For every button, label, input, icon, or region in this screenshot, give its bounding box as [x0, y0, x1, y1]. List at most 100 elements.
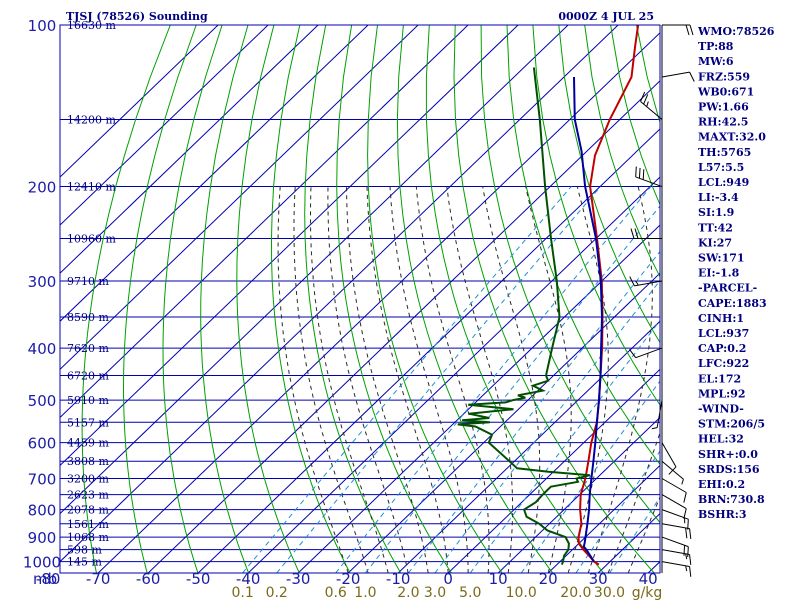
dry-adiabat-220 [162, 25, 223, 573]
mixing-ratio-0.6 [335, 186, 652, 573]
wind-barb-flag [635, 166, 637, 177]
index-item: EI:-1.8 [698, 267, 740, 280]
index-item: LI:-3.4 [698, 191, 739, 204]
height-label: 1068 m [67, 531, 109, 544]
wind-barb-staff [661, 442, 677, 468]
wind-barb-flag [630, 228, 635, 239]
height-label: 14200 m [67, 113, 116, 126]
wind-barb-flag [689, 554, 692, 565]
grid [60, 25, 800, 573]
isotherm-10 [497, 416, 660, 573]
index-item: -WIND- [698, 403, 744, 416]
mixing-ratio-label: 1.0 [354, 585, 376, 600]
wind-barb-flag [689, 528, 692, 540]
height-label: 10960 m [67, 233, 116, 246]
temperature-label: -20 [336, 570, 361, 588]
wind-barb [662, 24, 694, 36]
dry-adiabat-350 [558, 25, 660, 344]
wind-barb [629, 347, 663, 359]
wind-barb-flag [643, 94, 649, 105]
index-item: WB0:671 [697, 85, 754, 98]
mixing-ratio-label: 5.0 [459, 585, 481, 600]
moist-adiabat-0 [366, 186, 449, 573]
temperature-label: -70 [86, 570, 111, 588]
wind-barb-flag [687, 519, 689, 530]
isotherm--120 [60, 25, 419, 371]
wind-barb [661, 536, 689, 558]
wind-barb-flag [689, 71, 695, 82]
temperature-label: -30 [286, 570, 311, 588]
pressure-unit-label: mb [33, 570, 57, 588]
wind-barb-flag [689, 24, 694, 36]
plot-frame [59, 24, 661, 574]
wind-barb-staff [661, 71, 690, 78]
dry-adiabat-430 [766, 25, 800, 573]
isotherm--140 [60, 25, 319, 274]
wind-barb-flag [668, 466, 677, 475]
mixing-ratio-label: 0.6 [325, 585, 347, 600]
index-item: SW:171 [698, 252, 745, 265]
wind-barb-half-flag [635, 280, 639, 286]
index-item: MPL:92 [698, 387, 746, 400]
mixing-ratio-label: 20.0 [560, 585, 591, 600]
wind-barb-flag [687, 546, 689, 558]
dry-adiabat-250 [270, 25, 351, 573]
height-label: 3200 m [67, 473, 109, 486]
dry-adiabat-210 [122, 25, 197, 573]
height-label: 5157 m [67, 416, 109, 429]
index-item: CINH:1 [698, 312, 744, 325]
mixing-ratio-0.1 [242, 186, 572, 573]
mixing-ratio-label: 3.0 [424, 585, 446, 600]
index-item: SRDS:156 [698, 463, 760, 476]
wind-barb-staff [661, 549, 690, 556]
wind-barb [661, 478, 687, 503]
moist-adiabat--20 [277, 186, 349, 573]
isotherm--100 [60, 25, 519, 467]
height-label: 4459 m [67, 437, 109, 450]
height-label: 3808 m [67, 455, 109, 468]
sounding-traces [457, 25, 640, 566]
wind-barb-flag [629, 276, 635, 287]
index-item: EL:172 [698, 372, 741, 385]
height-labels: 16630 m 14200 m 12410 m 10960 m 9710 m 8590 m… [67, 19, 116, 569]
wind-profile [629, 24, 695, 577]
height-label: 145 m [67, 556, 102, 569]
wind-barb [635, 166, 663, 188]
wind-barb-staff [661, 478, 687, 493]
pressure-label-700: 700 [28, 471, 57, 489]
wind-barb-flag [683, 492, 687, 503]
temperature-label: -80 [36, 570, 61, 588]
index-item: STM:206/5 [698, 418, 765, 431]
height-label: 9710 m [67, 275, 109, 288]
moist-adiabat-20 [525, 186, 572, 573]
dry-adiabat-200 [81, 25, 171, 573]
station-title: TJSJ (78526) Sounding [66, 10, 208, 23]
mixing-ratio-10 [520, 380, 660, 573]
dry-adiabat-300 [425, 25, 604, 573]
index-item: PW:1.66 [698, 101, 749, 114]
mixing-ratio-label: 10.0 [506, 585, 537, 600]
wind-barb-staff [661, 536, 689, 548]
index-item: L57:5.5 [698, 161, 744, 174]
isotherm--90 [60, 25, 569, 515]
wind-barb-staff [635, 347, 663, 359]
wind-barb-flag [683, 545, 686, 556]
temperature-label: 0 [443, 570, 453, 588]
wind-barb-staff [634, 280, 663, 287]
wind-barb [661, 509, 689, 530]
moist-adiabat-8 [415, 186, 490, 573]
dry-adiabat-320 [480, 25, 660, 524]
dry-adiabat-330 [506, 25, 660, 466]
dry-adiabat-290 [396, 25, 554, 573]
sounding-time: 0000Z 4 JUL 25 [558, 10, 654, 23]
mixing-ratio-2 [408, 250, 660, 573]
parcel-trace [573, 76, 604, 563]
isotherm-0 [447, 368, 660, 573]
wind-barb-flag [689, 566, 692, 577]
mixing-ratio-3 [434, 279, 660, 573]
moist-adiabat-28 [587, 186, 653, 573]
wind-barb-staff [635, 176, 663, 188]
wind-barb-flag [642, 169, 645, 180]
